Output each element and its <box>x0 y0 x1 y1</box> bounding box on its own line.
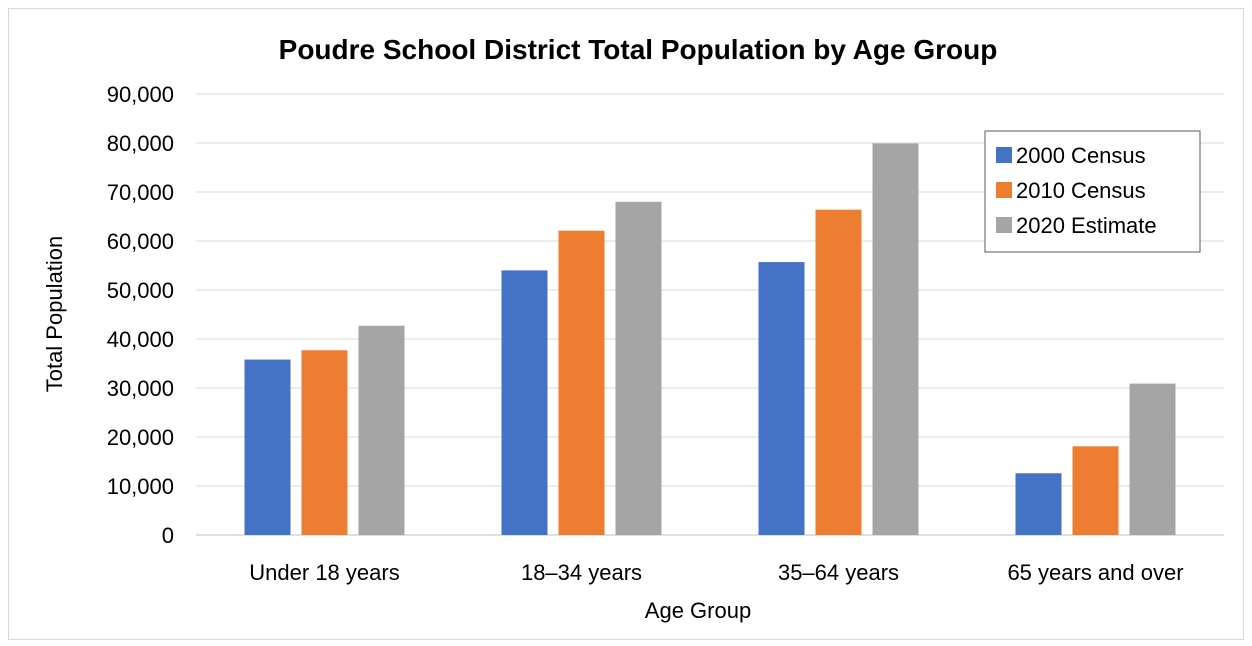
legend: 2000 Census 2010 Census 2020 Estimate <box>984 130 1201 253</box>
legend-box <box>984 130 1201 253</box>
bar <box>1129 383 1176 535</box>
y-tick-label: 40,000 <box>107 327 174 352</box>
y-tick-label: 80,000 <box>107 131 174 156</box>
x-tick-label: Under 18 years <box>249 560 399 585</box>
bar <box>758 262 805 535</box>
y-tick-label: 50,000 <box>107 278 174 303</box>
bar <box>501 270 548 535</box>
y-tick-label: 90,000 <box>107 82 174 107</box>
bar <box>1072 446 1119 535</box>
bar <box>1015 473 1062 535</box>
x-tick-label: 65 years and over <box>1007 560 1183 585</box>
bar <box>301 350 348 535</box>
bar <box>244 359 291 535</box>
y-tick-label: 70,000 <box>107 180 174 205</box>
legend-swatch <box>996 147 1012 163</box>
legend-label: 2020 Estimate <box>1016 213 1157 238</box>
x-tick-label: 18–34 years <box>521 560 642 585</box>
legend-swatch <box>996 217 1012 233</box>
x-tick-label: 35–64 years <box>778 560 899 585</box>
chart-title: Poudre School District Total Population … <box>279 34 998 65</box>
y-tick-label: 0 <box>162 523 174 548</box>
bar <box>872 143 919 536</box>
x-axis-tick-labels: Under 18 years 18–34 years 35–64 years 65 y… <box>249 560 1183 585</box>
y-tick-label: 20,000 <box>107 425 174 450</box>
legend-label: 2000 Census <box>1016 143 1146 168</box>
bar <box>815 209 862 535</box>
y-tick-label: 10,000 <box>107 474 174 499</box>
y-tick-label: 30,000 <box>107 376 174 401</box>
bar <box>558 230 605 535</box>
bar <box>358 325 405 535</box>
bar <box>615 201 662 536</box>
y-axis-title: Total Population <box>42 236 67 393</box>
y-axis-tick-labels: 0 10,000 20,000 30,000 40,000 50,000 60,000 70,… <box>107 82 174 548</box>
legend-label: 2010 Census <box>1016 178 1146 203</box>
chart-frame <box>8 8 1244 640</box>
y-tick-label: 60,000 <box>107 229 174 254</box>
bars <box>244 143 1176 536</box>
legend-swatch <box>996 182 1012 198</box>
x-axis-title: Age Group <box>645 598 751 623</box>
